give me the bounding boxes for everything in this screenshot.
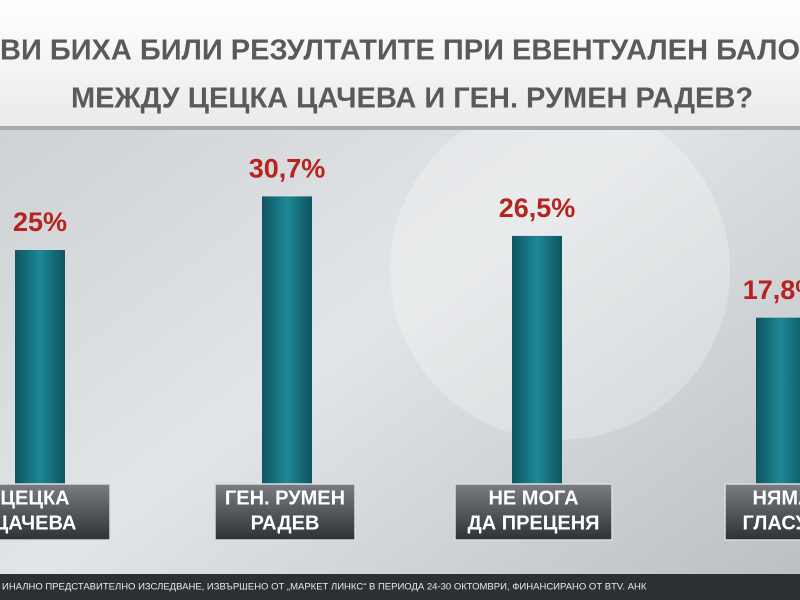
category-box xyxy=(214,483,356,541)
bar xyxy=(756,317,800,485)
title-line: МЕЖДУ ЦЕЦКА ЦАЧЕВА И ГЕН. РУМЕН РАДЕВ? xyxy=(71,83,753,115)
data-label: 30,7% xyxy=(249,154,326,184)
category-label: ЦЕЦКА xyxy=(0,487,69,509)
banner-edge xyxy=(0,126,800,130)
category-label: НЕ МОГА xyxy=(488,487,578,509)
category-label: ЦАЧЕВА xyxy=(0,512,76,534)
category-label: НЯМА xyxy=(753,487,800,509)
category-box xyxy=(724,483,800,541)
bar xyxy=(15,250,65,485)
category-label: РАДЕВ xyxy=(251,512,320,534)
data-label: 26,5% xyxy=(499,193,576,223)
footnote: ИНАЛНО ПРЕДСТАВИТЕЛНО ИЗСЛЕДВАНЕ, ИЗВЪРШ… xyxy=(2,582,647,593)
title-line: ВИ БИХА БИЛИ РЕЗУЛТАТИТЕ ПРИ ЕВЕНТУАЛЕН … xyxy=(0,35,800,67)
footer-strip xyxy=(0,574,800,600)
bar xyxy=(512,235,562,485)
data-label: 17,8% xyxy=(743,275,800,305)
title-banner xyxy=(0,0,800,128)
category-box xyxy=(0,483,111,541)
category-box xyxy=(454,483,613,541)
category-label: ГЛАСУВ xyxy=(743,512,800,534)
category-label: ДА ПРЕЦЕНЯ xyxy=(467,512,599,534)
category-label: ГЕН. РУМЕН xyxy=(225,487,345,509)
data-label: 25% xyxy=(13,207,67,237)
bar xyxy=(262,196,312,486)
